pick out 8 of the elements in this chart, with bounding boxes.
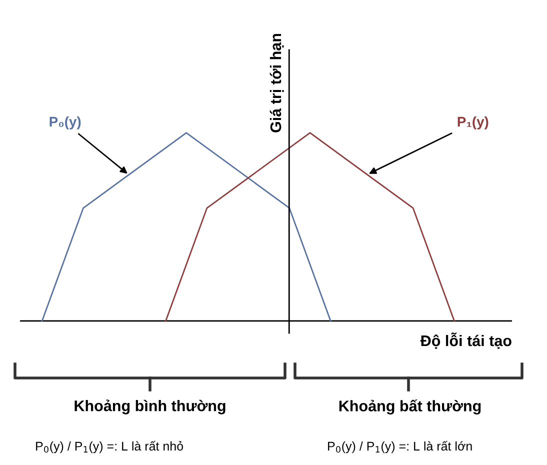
x-axis-title: Độ lỗi tái tạo [420,332,512,349]
text: P$_{0}$(y) / P$_{1}$(y) =: L là rất lớn [328,440,472,454]
y-axis-title: Giá trị tới hạn [270,34,284,132]
text: P₁(y) [458,116,488,130]
text: Khoảng bất thường [339,400,481,414]
text: P₀(y) [50,116,81,130]
text: Khoảng bình thường [74,400,226,414]
text: P$_{0}$(y) / P$_{1}$(y) =: L là rất nhỏ [36,440,184,454]
